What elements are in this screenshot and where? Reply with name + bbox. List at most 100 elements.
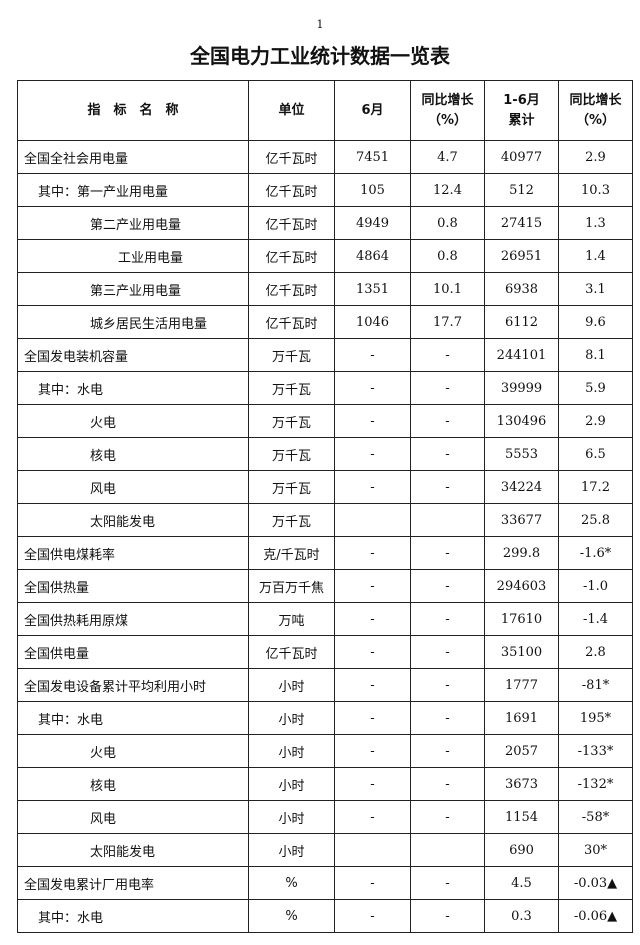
- cell-unit: 万吨: [248, 602, 335, 636]
- cell-unit: 万千瓦: [248, 338, 335, 372]
- cell-june-yoy: -: [410, 668, 485, 702]
- cell-june-yoy: -: [410, 404, 485, 438]
- table-header-row: 指 标 名 称单位 6月 同比增长 （%） 1-6月 累计 同比增长 （%）: [17, 80, 633, 141]
- cell-indicator-name: 全国供热量: [17, 569, 249, 603]
- cell-ytd-value: 6112: [484, 305, 559, 339]
- table-row: 其中：第一产业用电量 亿千瓦时 105 12.4 512 10.3: [17, 173, 633, 207]
- cell-ytd-yoy: 3.1: [558, 272, 633, 306]
- table-row: 全国供电煤耗率 克/千瓦时 - -299.8 -1.6*: [17, 536, 633, 570]
- cell-ytd-yoy: -58*: [558, 800, 633, 834]
- table-row: 全国供电量 亿千瓦时 - -35100 2.8: [17, 635, 633, 669]
- cell-june-value: -: [334, 800, 411, 834]
- cell-june-value: -: [334, 899, 411, 933]
- cell-ytd-yoy: 1.3: [558, 206, 633, 240]
- cell-june-value: -: [334, 767, 411, 801]
- cell-june-yoy: 0.8: [410, 239, 485, 273]
- cell-unit: 小时: [248, 833, 335, 867]
- cell-june-value: -: [334, 371, 411, 405]
- cell-june-yoy: -: [410, 635, 485, 669]
- cell-unit: 亿千瓦时: [248, 206, 335, 240]
- cell-ytd-yoy: 8.1: [558, 338, 633, 372]
- cell-indicator-name: 太阳能发电: [17, 503, 249, 537]
- cell-ytd-yoy: -1.4: [558, 602, 633, 636]
- cell-june-value: -: [334, 470, 411, 504]
- cell-ytd-value: 35100: [484, 635, 559, 669]
- table-row: 第三产业用电量 亿千瓦时 1351 10.1 6938 3.1: [17, 272, 633, 306]
- cell-ytd-value: 294603: [484, 569, 559, 603]
- table-row: 核电 万千瓦 - -5553 6.5: [17, 437, 633, 471]
- table-row: 全国发电装机容量 万千瓦 - -244101 8.1: [17, 338, 633, 372]
- cell-indicator-name: 风电: [17, 800, 249, 834]
- header-june-yoy: 同比增长 （%）: [410, 80, 485, 141]
- cell-ytd-value: 244101: [484, 338, 559, 372]
- cell-june-yoy: 0.8: [410, 206, 485, 240]
- cell-ytd-yoy: 25.8: [558, 503, 633, 537]
- cell-june-value: -: [334, 536, 411, 570]
- cell-unit: 小时: [248, 734, 335, 768]
- cell-unit: 亿千瓦时: [248, 305, 335, 339]
- cell-ytd-yoy: 2.8: [558, 635, 633, 669]
- cell-june-value: [334, 833, 411, 867]
- cell-unit: 小时: [248, 701, 335, 735]
- cell-ytd-value: 1691: [484, 701, 559, 735]
- cell-june-yoy: -: [410, 536, 485, 570]
- cell-unit: 万百万千焦: [248, 569, 335, 603]
- cell-june-yoy: -: [410, 470, 485, 504]
- cell-ytd-yoy: 2.9: [558, 140, 633, 174]
- cell-ytd-value: 512: [484, 173, 559, 207]
- cell-unit: 亿千瓦时: [248, 239, 335, 273]
- cell-june-value: 1046: [334, 305, 411, 339]
- cell-indicator-name: 全国全社会用电量: [17, 140, 249, 174]
- cell-june-value: -: [334, 701, 411, 735]
- cell-june-value: -: [334, 602, 411, 636]
- cell-indicator-name: 城乡居民生活用电量: [17, 305, 249, 339]
- cell-ytd-value: 5553: [484, 437, 559, 471]
- cell-ytd-yoy: 9.6: [558, 305, 633, 339]
- cell-ytd-value: 34224: [484, 470, 559, 504]
- cell-unit: 万千瓦: [248, 437, 335, 471]
- cell-june-yoy: 10.1: [410, 272, 485, 306]
- cell-ytd-value: 1777: [484, 668, 559, 702]
- cell-june-yoy: 12.4: [410, 173, 485, 207]
- cell-june-yoy: -: [410, 866, 485, 900]
- cell-indicator-name: 全国供电量: [17, 635, 249, 669]
- cell-indicator-name: 其中：水电: [17, 701, 249, 735]
- cell-ytd-value: 6938: [484, 272, 559, 306]
- cell-indicator-name: 第三产业用电量: [17, 272, 249, 306]
- page-title: 全国电力工业统计数据一览表: [190, 44, 450, 68]
- cell-unit: 万千瓦: [248, 503, 335, 537]
- cell-june-value: -: [334, 635, 411, 669]
- cell-unit: 小时: [248, 668, 335, 702]
- cell-indicator-name: 其中：水电: [17, 899, 249, 933]
- cell-unit: %: [248, 899, 335, 933]
- table-row: 核电 小时 - -3673 -132*: [17, 767, 633, 801]
- cell-unit: 万千瓦: [248, 470, 335, 504]
- cell-ytd-yoy: -81*: [558, 668, 633, 702]
- table-row: 全国发电设备累计平均利用小时 小时 - -1777 -81*: [17, 668, 633, 702]
- cell-ytd-value: 26951: [484, 239, 559, 273]
- cell-ytd-yoy: 30*: [558, 833, 633, 867]
- cell-ytd-yoy: -0.03▲: [558, 866, 633, 900]
- cell-indicator-name: 其中：水电: [17, 371, 249, 405]
- table-row: 其中：水电 万千瓦 - -39999 5.9: [17, 371, 633, 405]
- table-row: 全国发电累计厂用电率% - -4.5 -0.03▲: [17, 866, 633, 900]
- cell-june-value: -: [334, 437, 411, 471]
- cell-june-value: -: [334, 338, 411, 372]
- cell-indicator-name: 工业用电量: [17, 239, 249, 273]
- table-row: 其中：水电% - -0.3 -0.06▲: [17, 899, 633, 933]
- cell-june-yoy: -: [410, 734, 485, 768]
- cell-june-value: [334, 503, 411, 537]
- header-ytd-yoy: 同比增长 （%）: [558, 80, 633, 141]
- cell-ytd-yoy: 195*: [558, 701, 633, 735]
- cell-unit: 万千瓦: [248, 404, 335, 438]
- cell-ytd-value: 130496: [484, 404, 559, 438]
- cell-june-value: -: [334, 668, 411, 702]
- cell-ytd-value: 3673: [484, 767, 559, 801]
- cell-june-yoy: -: [410, 338, 485, 372]
- cell-unit: 亿千瓦时: [248, 140, 335, 174]
- cell-indicator-name: 全国供热耗用原煤: [17, 602, 249, 636]
- table-row: 火电 万千瓦 - -130496 2.9: [17, 404, 633, 438]
- table-row: 风电 万千瓦 - -34224 17.2: [17, 470, 633, 504]
- cell-ytd-yoy: 10.3: [558, 173, 633, 207]
- cell-indicator-name: 核电: [17, 767, 249, 801]
